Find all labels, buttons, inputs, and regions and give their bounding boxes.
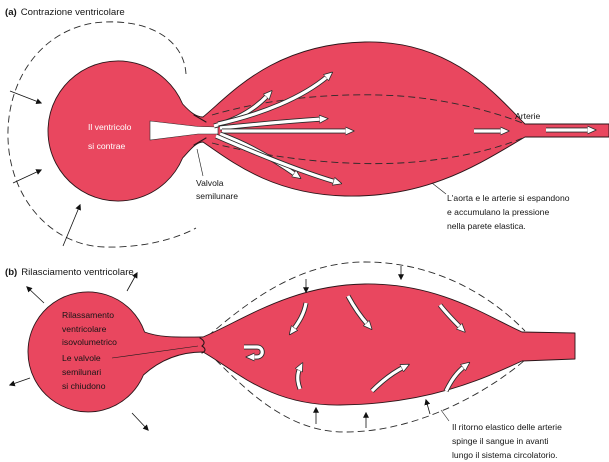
flow-arrow: [370, 367, 404, 393]
aorta-caption-line: L'aorta e le arterie si espandono: [447, 193, 570, 203]
panel-a: (a) Contrazione ventricolare Il ventricol…: [5, 7, 609, 248]
pressure-arrow: [12, 169, 43, 184]
panel-b: (b) Rilasciamento ventricolare Rilassamen…: [5, 261, 576, 460]
flow-arrow-shaft: [215, 134, 336, 182]
recoil-caption-line: lungo il sistema circolatorio.: [452, 450, 558, 460]
pressure-arrow: [8, 377, 31, 387]
flow-arrow: [443, 366, 465, 393]
flow-arrow-shaft: [346, 295, 368, 325]
flow-arrow: [345, 294, 368, 325]
ventricle-aorta-relaxing: [27, 283, 576, 413]
aorta-caption-line: e accumulano la pressione: [447, 207, 549, 217]
aorta-caption-line: nella parete elastica.: [447, 221, 526, 231]
flow-arrow-shaft: [244, 345, 264, 357]
flow-arrow-shaft: [370, 367, 404, 393]
ventricle-label-line: Il ventricolo: [88, 122, 132, 132]
panel-b-title-text: Rilasciamento ventricolare: [21, 267, 134, 278]
panel-b-tag: (b): [5, 267, 17, 278]
valve-closed-leader-line: [111, 345, 199, 359]
flow-arrow-shaft: [298, 368, 300, 390]
aorta-caption-leader-line: [431, 182, 447, 195]
ventricle-expanded-outline: [7, 21, 197, 248]
arteries-label: Arterie: [515, 111, 541, 121]
aorta-expanded-outline-bottom: [207, 351, 526, 433]
recoil-caption-line: spinge il sangue in avanti: [452, 436, 549, 446]
relaxation-label-line: Rilassamento: [62, 310, 114, 320]
valve-label-line: Valvola: [196, 178, 224, 188]
flow-arrow-shaft: [438, 304, 461, 328]
panel-a-tag: (a): [5, 7, 17, 18]
semilunar-valve-closed-top: [199, 337, 205, 347]
valve-closed-label-line: semilunari: [62, 367, 101, 377]
flow-arrow: [219, 119, 322, 131]
flow-arrow-shaft: [293, 302, 308, 330]
aorta-relaxed-outline-top: [211, 94, 526, 125]
flow-arrow-shaft: [444, 366, 465, 392]
valve-closed-label-line: si chiudono: [62, 381, 106, 391]
pressure-arrow: [26, 286, 45, 304]
relaxation-label-line: isovolumetrico: [62, 337, 117, 347]
pressure-arrow: [424, 398, 431, 415]
flow-arrow: [438, 303, 461, 328]
panel-a-title-text: Contrazione ventricolare: [21, 7, 125, 18]
flow-arrows-a: [213, 76, 590, 182]
flow-arrows-b: [244, 294, 465, 393]
valve-label-line: semilunare: [196, 191, 238, 201]
semilunar-valve-open-top: [193, 114, 207, 123]
pressure-arrow: [131, 412, 149, 431]
flow-arrow-shaft: [219, 119, 322, 130]
valve-leader-line: [196, 148, 204, 177]
flow-arrow-shaft: [217, 76, 328, 126]
flow-arrow: [244, 344, 265, 357]
pressure-arrow: [62, 203, 81, 247]
ventricle-label-line: si contrae: [88, 141, 125, 151]
semilunar-valve-closed-bottom: [201, 345, 206, 354]
flow-arrow: [215, 133, 336, 182]
panel-b-title: (b) Rilasciamento ventricolare: [5, 267, 134, 278]
flow-arrow: [217, 76, 328, 127]
blood-jet: [149, 120, 219, 141]
recoil-caption-line: Il ritorno elastico delle arterie: [452, 422, 562, 432]
pressure-arrows-b: [8, 266, 431, 431]
pressure-arrow: [126, 271, 138, 292]
recoil-caption-leader-line: [440, 409, 450, 422]
panel-a-title: (a) Contrazione ventricolare: [5, 7, 125, 18]
relaxation-label-line: ventricolare: [62, 324, 107, 334]
pressure-arrows-a: [9, 90, 81, 247]
semilunar-valve-open-bottom: [193, 137, 207, 146]
flow-arrow: [298, 368, 300, 390]
valve-closed-label-line: Le valvole: [62, 353, 101, 363]
flow-arrow: [293, 302, 309, 330]
aorta-expanded-outline-top: [207, 261, 526, 337]
pressure-arrow: [9, 90, 43, 105]
aorta-relaxed-outline-bottom: [211, 136, 526, 165]
